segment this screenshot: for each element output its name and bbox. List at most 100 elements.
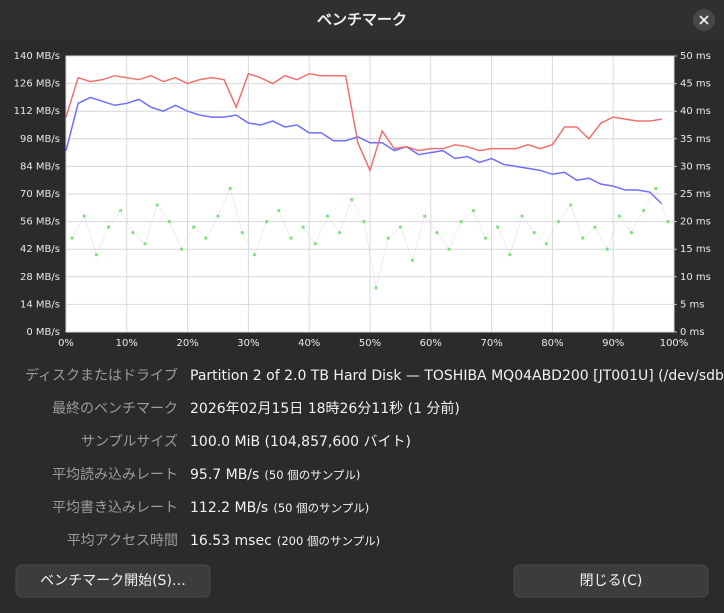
x-tick-label: 30%: [237, 338, 259, 349]
detail-label: ディスクまたはドライブ: [25, 367, 178, 384]
detail-label: 平均アクセス時間: [67, 533, 178, 549]
access-point: [167, 220, 171, 224]
access-point: [459, 220, 463, 224]
access-point: [106, 225, 111, 229]
access-point: [277, 208, 281, 213]
access-point: [301, 225, 305, 229]
plot: 0 MB/s 14 MB/s 28 MB/s 42 MB/s 56 MB/s 70 MB/…: [14, 51, 711, 349]
button-label: ベンチマーク開始(S)…: [40, 573, 186, 589]
y2-tick-label: 50 ms: [680, 51, 711, 62]
access-point: [94, 253, 98, 257]
y-tick-label: 56 MB/s: [20, 217, 60, 228]
title-bar: [0, 0, 724, 40]
access-point: [338, 231, 342, 235]
access-point: [362, 220, 366, 224]
access-point: [155, 203, 159, 207]
y-tick-label: 14 MB/s: [20, 299, 60, 310]
detail-label: 最終のベンチマーク: [52, 401, 178, 417]
detail-value: 112.2 MB/s (50 個のサンプル): [190, 498, 369, 517]
sample-note: (50 個のサンプル): [273, 501, 369, 515]
access-point: [569, 203, 573, 207]
detail-label: サンプルサイズ: [81, 434, 178, 450]
access-point: [228, 186, 232, 191]
access-point: [471, 208, 475, 213]
y2-tick-label: 45 ms: [680, 79, 711, 90]
access-point: [642, 208, 646, 213]
value: 2026年02月15日 18時26分11秒 (1 分前): [190, 400, 460, 417]
access-point: [386, 236, 390, 240]
access-point: [216, 214, 220, 218]
access-point: [252, 253, 257, 257]
access-point: [629, 231, 634, 235]
value: Partition 2 of 2.0 TB Hard Disk — TOSHIB…: [190, 368, 724, 384]
value: 100.0 MiB (104,857,600 バイト): [190, 434, 411, 450]
details: ディスクまたはドライブ Partition 2 of 2.0 TB Hard Di…: [25, 367, 724, 550]
access-point: [605, 247, 609, 251]
start-button[interactable]: ベンチマーク開始(S)…: [15, 564, 211, 598]
access-point: [240, 231, 244, 235]
y-tick-label: 70 MB/s: [20, 189, 60, 200]
sample-note: (50 個のサンプル): [264, 468, 360, 482]
detail-value: 2026年02月15日 18時26分11秒 (1 分前): [190, 400, 460, 417]
x-tick-label: 40%: [298, 338, 320, 349]
rate-line: [65, 96, 663, 205]
x-tick-label: 20%: [176, 338, 198, 349]
access-point: [532, 231, 536, 235]
detail-value: 16.53 msec (200 個のサンプル): [190, 531, 380, 550]
access-point: [410, 258, 415, 262]
access-point: [398, 225, 402, 229]
y-tick-label: 84 MB/s: [20, 161, 60, 172]
y-tick-label: 112 MB/s: [14, 106, 60, 117]
access-point: [654, 186, 658, 191]
y2-tick-label: 35 ms: [680, 134, 711, 145]
access-point: [350, 197, 354, 202]
detail-value: 100.0 MiB (104,857,600 バイト): [190, 434, 411, 450]
access-point: [520, 214, 524, 218]
x-tick-label: 60%: [420, 338, 442, 349]
y2-tick-label: 15 ms: [680, 244, 711, 255]
access-point: [70, 236, 74, 240]
access-point: [119, 208, 123, 213]
value: 112.2 MB/s: [190, 500, 268, 516]
access-point: [593, 225, 597, 229]
access-point: [423, 214, 427, 218]
y2-tick-label: 20 ms: [680, 217, 711, 228]
access-point: [325, 214, 330, 218]
access-point: [374, 286, 378, 290]
detail-label: 平均書き込みレート: [52, 500, 178, 516]
y-tick-label: 126 MB/s: [14, 79, 60, 90]
access-point: [447, 247, 451, 251]
y2-tick-label: 10 ms: [680, 272, 711, 283]
close-dialog-button[interactable]: 閉じる(C): [513, 564, 709, 598]
access-point: [556, 220, 561, 224]
access-trace: [71, 187, 669, 288]
access-point: [204, 236, 208, 240]
y-tick-label: 140 MB/s: [14, 51, 60, 62]
detail-label: 平均読み込みレート: [52, 466, 178, 483]
access-point: [666, 220, 670, 224]
detail-value: Partition 2 of 2.0 TB Hard Disk — TOSHIB…: [190, 368, 724, 384]
value: 16.53 msec: [190, 533, 272, 549]
access-point: [617, 214, 621, 218]
access-point: [313, 242, 317, 246]
access-point: [143, 242, 147, 246]
access-point: [82, 214, 86, 218]
y2-tick-label: 25 ms: [680, 189, 711, 200]
close-button[interactable]: [693, 9, 715, 31]
access-point: [289, 236, 293, 240]
x-tick-label: 10%: [116, 338, 138, 349]
access-point: [131, 231, 135, 235]
x-tick-label: 80%: [541, 338, 563, 349]
x-tick-label: 0%: [58, 338, 74, 349]
value: 95.7 MB/s: [190, 467, 259, 483]
access-point: [435, 231, 439, 235]
y-tick-label: 0 MB/s: [26, 327, 60, 338]
x-tick-label: 50%: [359, 338, 381, 349]
access-point: [483, 236, 488, 240]
access-point: [544, 242, 548, 246]
y-tick-label: 28 MB/s: [20, 272, 60, 283]
access-point: [581, 236, 585, 240]
y-tick-label: 98 MB/s: [20, 134, 60, 145]
